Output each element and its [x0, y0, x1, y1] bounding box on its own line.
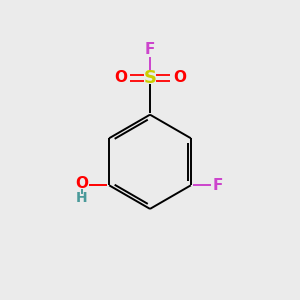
Text: H: H	[76, 191, 88, 205]
Text: O: O	[114, 70, 127, 86]
Text: O: O	[75, 176, 88, 191]
Text: F: F	[213, 178, 224, 193]
Text: F: F	[145, 42, 155, 57]
Text: S: S	[143, 69, 157, 87]
Text: O: O	[173, 70, 186, 86]
